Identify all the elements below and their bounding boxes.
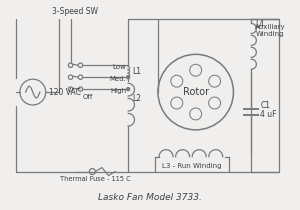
Text: Rotor: Rotor <box>183 87 209 97</box>
Text: C1: C1 <box>260 101 270 110</box>
Text: Thermal Fuse - 115 C: Thermal Fuse - 115 C <box>60 176 131 182</box>
Text: L4: L4 <box>255 20 264 29</box>
Text: Low: Low <box>112 64 126 70</box>
Text: Med.: Med. <box>109 76 126 82</box>
Text: Off: Off <box>82 94 93 100</box>
Text: L3 - Run Winding: L3 - Run Winding <box>163 163 222 169</box>
Text: Lasko Fan Model 3733.: Lasko Fan Model 3733. <box>98 193 202 202</box>
Text: Auxiliary
Winding: Auxiliary Winding <box>255 24 286 37</box>
Text: 3-Speed SW: 3-Speed SW <box>52 7 98 16</box>
Text: L1: L1 <box>132 67 141 76</box>
Circle shape <box>127 88 130 91</box>
Text: 120 VAC: 120 VAC <box>49 88 80 97</box>
Text: High: High <box>110 88 126 94</box>
Text: L2: L2 <box>132 94 141 103</box>
Text: 4 uF: 4 uF <box>260 110 277 119</box>
Circle shape <box>127 76 130 79</box>
